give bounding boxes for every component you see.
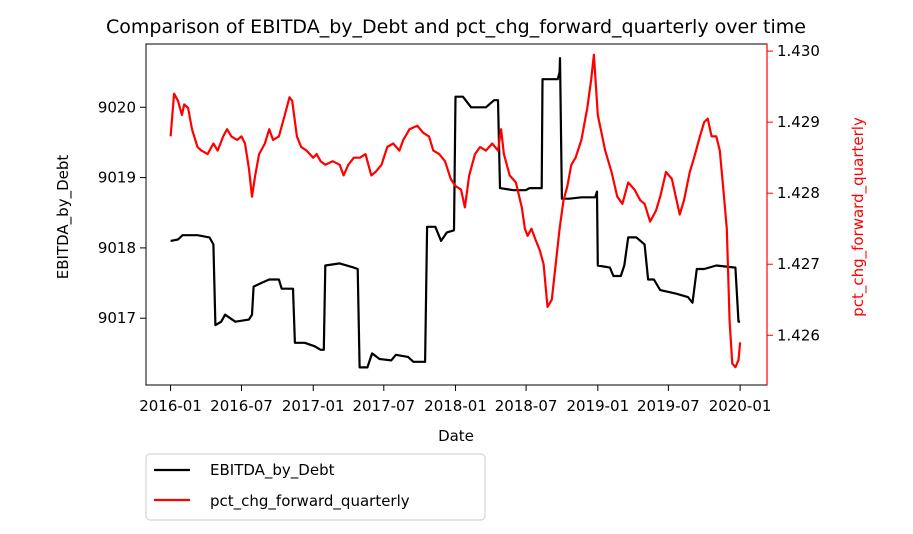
y-axis-left: 9017 9018 9019 9020 — [98, 98, 146, 327]
y-axis-right: 1.426 1.427 1.428 1.429 1.430 — [767, 42, 820, 344]
x-axis-label: Date — [438, 427, 474, 445]
x-tick-label: 2016-01 — [139, 397, 202, 415]
x-tick-label: 2019-07 — [637, 397, 700, 415]
legend-label-ebitda: EBITDA_by_Debt — [210, 461, 335, 480]
y-right-tick-label: 1.426 — [777, 326, 820, 344]
legend-label-pct-chg: pct_chg_forward_quarterly — [210, 492, 410, 511]
y-right-tick-label: 1.428 — [777, 184, 820, 202]
legend-box — [145, 453, 486, 521]
y-left-tick-label: 9018 — [98, 239, 136, 257]
series-line-ebitda-by-debt — [170, 57, 741, 369]
y-right-tick-label: 1.430 — [777, 42, 820, 60]
y-axis-right-label: pct_chg_forward_quarterly — [849, 117, 868, 317]
y-right-tick-label: 1.429 — [777, 113, 820, 131]
y-left-tick-label: 9017 — [98, 309, 136, 327]
chart-title: Comparison of EBITDA_by_Debt and pct_chg… — [106, 16, 806, 38]
x-tick-label: 2020-01 — [709, 397, 772, 415]
plot-area — [145, 43, 768, 386]
plot-frame — [145, 43, 768, 386]
x-tick-label: 2017-01 — [282, 397, 345, 415]
x-tick-label: 2018-07 — [495, 397, 558, 415]
x-tick-label: 2017-07 — [352, 397, 415, 415]
x-tick-label: 2019-01 — [566, 397, 629, 415]
x-axis: 2016-01 2016-07 2017-01 2017-07 2018-01 2018-… — [139, 385, 771, 415]
series-lines — [169, 53, 742, 369]
y-right-tick-label: 1.427 — [777, 255, 820, 273]
y-axis-left-label: EBITDA_by_Debt — [54, 155, 73, 280]
series-line-pct-chg-forward-quarterly — [169, 53, 742, 369]
y-left-tick-label: 9020 — [98, 98, 136, 116]
x-tick-label: 2016-07 — [210, 397, 273, 415]
legend: EBITDA_by_Debt pct_chg_forward_quarterly — [145, 453, 486, 521]
y-left-tick-label: 9019 — [98, 169, 136, 187]
x-tick-label: 2018-01 — [424, 397, 487, 415]
